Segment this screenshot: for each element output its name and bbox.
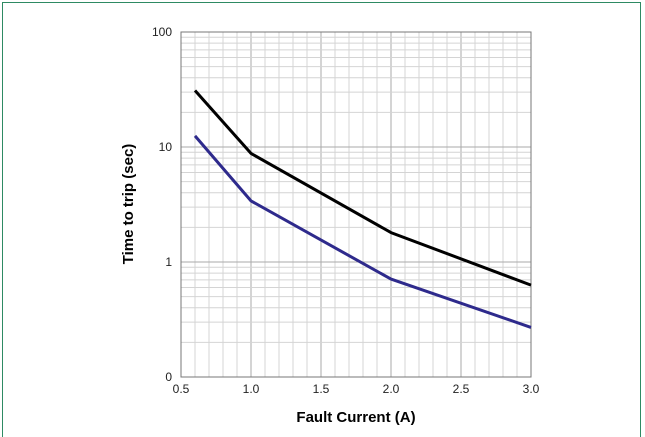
x-tick-label: 0.5 [173, 382, 190, 396]
x-tick-label: 2.5 [453, 382, 470, 396]
y-tick-label: 100 [152, 25, 172, 39]
y-tick-label: 1 [165, 255, 172, 269]
x-axis-title: Fault Current (A) [296, 409, 415, 426]
x-tick-label: 1.0 [243, 382, 260, 396]
y-tick-label: 10 [159, 140, 173, 154]
series-group [193, 89, 532, 329]
y-tick-label: 0 [165, 370, 172, 384]
y-tick-labels: 0 1 10 100 [152, 25, 172, 384]
plot-area [180, 31, 532, 378]
series-line-2 [193, 134, 532, 329]
x-tick-label: 2.0 [383, 382, 400, 396]
grid [181, 32, 531, 377]
y-axis-title: Time to trip (sec) [120, 144, 137, 265]
x-tick-labels: 0.5 1.0 1.5 2.0 2.5 3.0 [173, 382, 540, 396]
x-tick-label: 3.0 [523, 382, 540, 396]
series-line-1 [193, 89, 532, 287]
x-tick-label: 1.5 [313, 382, 330, 396]
